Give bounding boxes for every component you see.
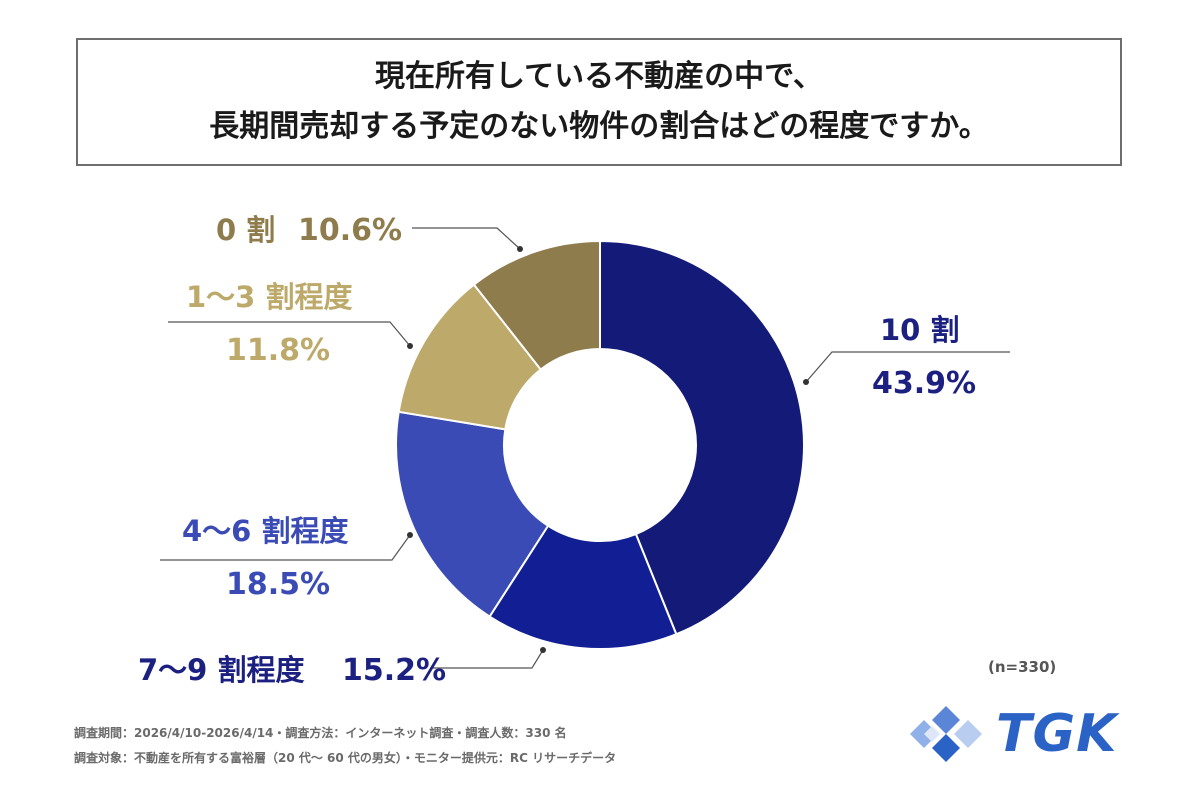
tgk-logo-text: TGK xyxy=(996,704,1118,764)
slice-label-1-3: 1〜3 割程度 xyxy=(186,280,352,314)
slice-7-9 xyxy=(488,524,678,650)
slice-value-4-6: 18.5% xyxy=(226,567,330,602)
slice-10 xyxy=(599,239,805,636)
leader-dot-0 xyxy=(517,246,523,252)
slice-label-10: 10 割 xyxy=(880,313,959,347)
slice-value-1-3: 11.8% xyxy=(226,333,330,368)
leader-dot-4-6 xyxy=(407,532,413,538)
footer-survey-info: 調査期間：2026/4/10-2026/4/14・調査方法：インターネット調査・… xyxy=(74,726,567,740)
title-box: 現在所有している不動産の中で、 長期間売却する予定のない物件の割合はどの程度です… xyxy=(76,38,1122,166)
logo-mark-icon xyxy=(910,706,982,762)
leader-dots xyxy=(407,246,809,653)
chart-title-line-1: 現在所有している不動産の中で、 xyxy=(375,59,823,94)
slice-value-0: 10.6% xyxy=(298,213,402,248)
footer-survey-target: 調査対象：不動産を所有する富裕層（20 代〜 60 代の男女）・モニター提供元：… xyxy=(74,751,617,765)
leader-dot-7-9 xyxy=(540,647,546,653)
leader-line-4-6 xyxy=(160,534,411,561)
leader-line-7-9 xyxy=(430,649,544,669)
slice-label-7-9: 7〜9 割程度 xyxy=(138,653,304,687)
leader-dot-1-3 xyxy=(407,343,413,349)
sample-size-note: (n=330) xyxy=(988,658,1057,676)
leader-line-10 xyxy=(805,351,1010,383)
leader-lines xyxy=(160,227,1010,669)
leader-line-0 xyxy=(412,227,521,250)
slice-value-10: 43.9% xyxy=(872,366,976,401)
tgk-logo-icon xyxy=(910,706,982,762)
chart-title-line-2: 長期間売却する予定のない物件の割合はどの程度ですか。 xyxy=(209,109,989,144)
leader-line-1-3 xyxy=(168,321,411,347)
donut-slices xyxy=(395,239,805,650)
slice-label-0: 0 割 xyxy=(216,213,275,247)
slice-value-7-9: 15.2% xyxy=(342,653,446,688)
slice-0 xyxy=(472,239,601,371)
leader-dot-10 xyxy=(803,379,809,385)
slice-label-4-6: 4〜6 割程度 xyxy=(182,514,348,548)
slice-4-6 xyxy=(395,410,550,618)
